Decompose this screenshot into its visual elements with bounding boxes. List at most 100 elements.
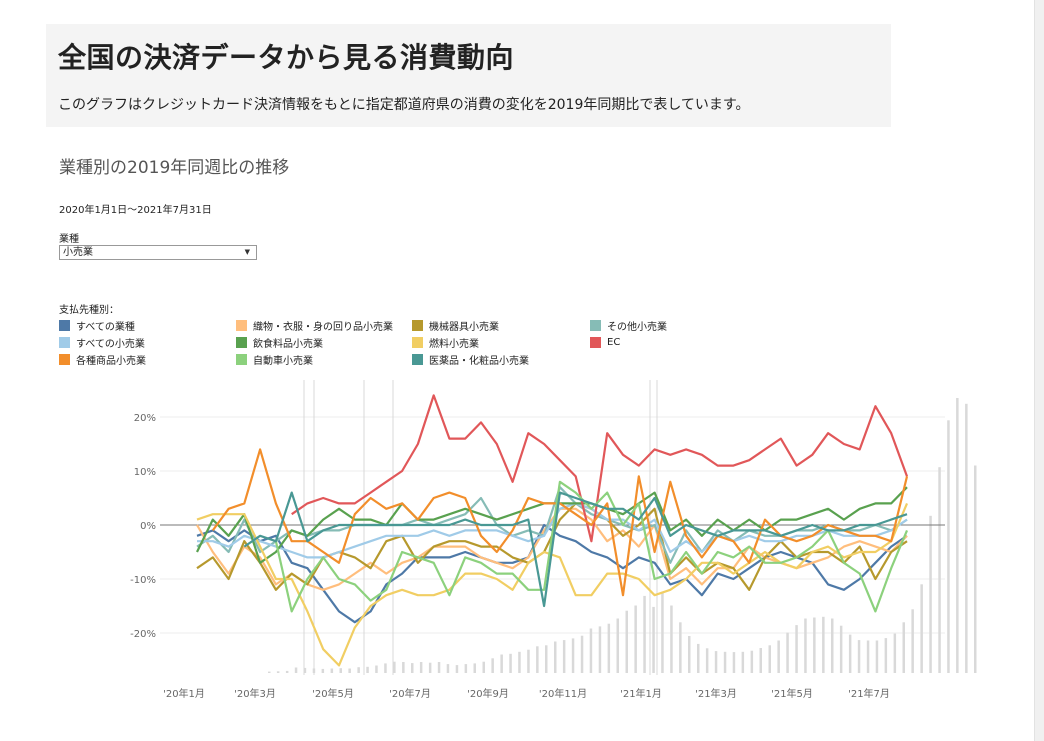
page-title: 全国の決済データから見る消費動向 — [58, 41, 515, 74]
x-tick-label: '20年7月 — [389, 687, 431, 700]
legend-item[interactable]: 自動車小売業 — [236, 352, 313, 367]
background-bar — [786, 632, 789, 673]
industry-filter-dropdown[interactable]: 小売業 ▼ — [59, 245, 257, 260]
background-bar — [375, 665, 378, 673]
background-bar — [348, 668, 351, 673]
background-bar — [741, 651, 745, 673]
x-tick-label: '20年9月 — [467, 687, 509, 700]
background-bar — [580, 635, 584, 673]
background-bar — [536, 646, 539, 673]
legend-swatch — [59, 319, 70, 331]
header-panel: 全国の決済データから見る消費動向 このグラフはクレジットカード決済情報をもとに指… — [46, 24, 891, 127]
legend-item[interactable]: EC — [590, 335, 620, 349]
background-bar — [884, 638, 888, 673]
background-bar — [419, 662, 423, 673]
legend-label: その他小売業 — [607, 321, 667, 333]
background-bar — [652, 606, 655, 673]
background-bar — [598, 626, 602, 673]
legend-item[interactable]: すべての小売業 — [59, 335, 145, 350]
background-bar — [795, 625, 798, 673]
background-bar — [571, 638, 575, 673]
legend-label: 機械器具小売業 — [429, 321, 499, 333]
x-tick-label: '20年1月 — [163, 687, 205, 700]
background-bar — [768, 645, 771, 673]
legend-swatch — [590, 336, 601, 348]
industry-filter-value: 小売業 — [63, 247, 93, 258]
industry-filter-label: 業種 — [59, 234, 79, 245]
background-bar — [822, 616, 825, 673]
background-bar — [562, 640, 566, 673]
background-bar — [732, 652, 736, 673]
background-bar — [813, 617, 816, 673]
x-tick-label: '21年1月 — [620, 687, 662, 700]
background-bar — [625, 610, 628, 673]
background-bar — [607, 623, 611, 673]
background-bar — [312, 668, 316, 673]
legend-item[interactable]: その他小売業 — [590, 318, 667, 333]
legend-swatch — [590, 319, 601, 331]
series-line — [291, 394, 909, 543]
background-bar — [339, 668, 342, 673]
x-tick-label: '20年5月 — [312, 687, 354, 700]
legend-title: 支払先種別： — [59, 305, 119, 316]
background-bar — [714, 651, 718, 673]
background-bar — [974, 465, 977, 673]
background-bar — [402, 662, 405, 673]
background-bar — [634, 605, 637, 673]
series-line — [274, 480, 909, 613]
legend-label: 飲食料品小売業 — [253, 338, 323, 350]
background-bar — [804, 618, 807, 673]
y-tick-label: -10% — [130, 575, 156, 586]
background-bar — [446, 664, 450, 673]
legend-label: 各種商品小売業 — [76, 355, 146, 367]
legend-label: EC — [607, 336, 621, 348]
background-bar — [848, 634, 852, 673]
legend-item[interactable]: 医薬品・化粧品小売業 — [412, 352, 529, 367]
background-bar — [437, 662, 441, 673]
x-tick-label: '21年7月 — [848, 687, 890, 700]
legend-swatch — [59, 336, 70, 348]
legend-swatch — [236, 319, 247, 331]
series-line — [243, 491, 908, 608]
background-bar — [268, 671, 271, 673]
y-tick-label: 10% — [134, 467, 156, 478]
legend-swatch — [236, 353, 247, 365]
y-tick-label: 20% — [134, 413, 156, 424]
background-bar — [366, 666, 369, 673]
x-tick-label: '20年3月 — [234, 687, 276, 700]
legend-item[interactable]: 織物・衣服・身の回り品小売業 — [236, 318, 393, 333]
background-bar — [875, 640, 879, 673]
background-bar — [670, 605, 673, 673]
background-bar — [509, 653, 512, 673]
background-bar — [527, 649, 530, 673]
background-bar — [455, 665, 459, 673]
background-bar — [276, 671, 280, 673]
background-bar — [554, 641, 557, 673]
legend-item[interactable]: 機械器具小売業 — [412, 318, 499, 333]
page-subtitle: このグラフはクレジットカード決済情報をもとに指定都道府県の消費の変化を2019年… — [58, 97, 750, 113]
y-tick-label: -20% — [130, 629, 156, 640]
background-bar — [688, 636, 691, 673]
background-bar — [518, 651, 521, 673]
background-bar — [294, 667, 298, 673]
background-bar — [500, 654, 503, 673]
y-tick-label: 0% — [140, 521, 156, 532]
background-bar — [965, 403, 968, 673]
legend-item[interactable]: すべての業種 — [59, 318, 135, 333]
vertical-scrollbar[interactable] — [1034, 0, 1044, 741]
legend-label: 医薬品・化粧品小売業 — [429, 355, 529, 367]
background-bar — [473, 663, 476, 673]
background-bar — [303, 667, 307, 673]
background-bar — [393, 661, 396, 673]
legend-swatch — [59, 353, 70, 365]
legend-item[interactable]: 燃料小売業 — [412, 335, 479, 350]
legend-label: すべての業種 — [76, 321, 135, 333]
background-bar — [947, 420, 950, 673]
legend-item[interactable]: 各種商品小売業 — [59, 352, 146, 367]
legend-item[interactable]: 飲食料品小売業 — [236, 335, 323, 350]
background-bar — [330, 668, 334, 673]
legend-label: すべての小売業 — [76, 338, 145, 350]
background-bar — [285, 670, 289, 673]
chart-section-title: 業種別の2019年同週比の推移 — [59, 158, 290, 178]
